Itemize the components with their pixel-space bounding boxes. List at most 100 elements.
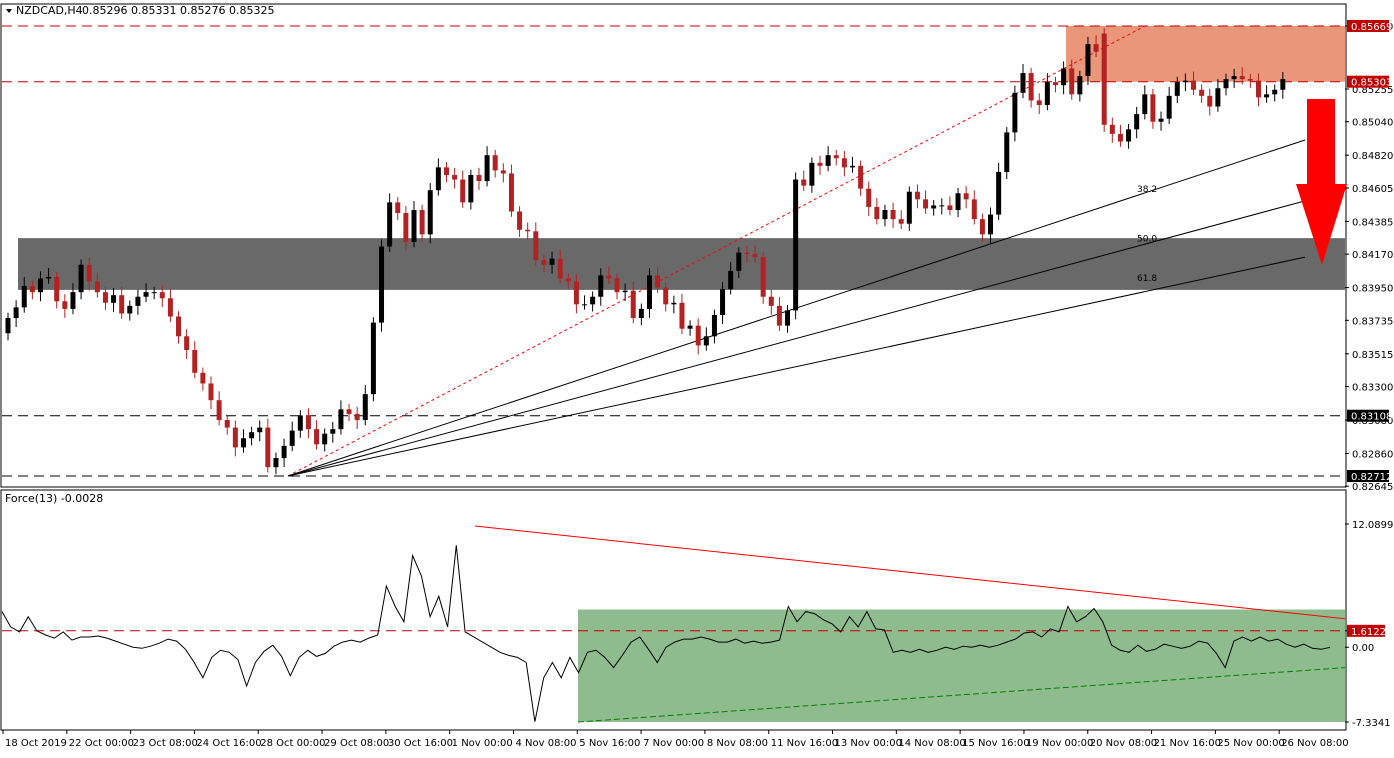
fib-label: 38.2	[1137, 185, 1157, 195]
candle-body	[841, 158, 847, 168]
candle-body	[452, 174, 458, 180]
candle-body	[322, 433, 328, 445]
x-tick-label: 21 Nov 16:00	[1154, 738, 1221, 749]
x-tick-label: 28 Oct 00:00	[260, 738, 325, 749]
candle-body	[119, 295, 125, 314]
candle-body	[78, 264, 84, 293]
level-tag-label: 0.82712	[1351, 472, 1392, 483]
candle-body	[419, 209, 425, 235]
level-tag-label: 0.85303	[1351, 78, 1392, 89]
candle-body	[127, 305, 133, 314]
candle-body	[314, 429, 320, 445]
candle-body	[273, 458, 279, 468]
candle-body	[923, 199, 929, 209]
y-tick-label: 0.83950	[1352, 284, 1393, 295]
level-tag-label: 0.85669	[1351, 22, 1392, 33]
y-tick-label: 0.83300	[1352, 383, 1393, 394]
candle-body	[809, 162, 815, 186]
candle-body	[232, 427, 238, 448]
candle-body	[1101, 33, 1107, 125]
candle-body	[1036, 100, 1042, 105]
indicator-level-tag	[1347, 624, 1385, 637]
candle-body	[614, 278, 620, 293]
y-tick-label: 0.82860	[1352, 449, 1393, 460]
candle-body	[849, 165, 855, 168]
candle-body	[330, 429, 336, 434]
candle-body	[338, 409, 344, 430]
candle-body	[517, 211, 523, 230]
candle-body	[606, 275, 612, 279]
fib-fan-baseline	[287, 25, 1146, 477]
candle-body	[630, 290, 636, 319]
candle-body	[370, 322, 376, 395]
x-tick-label: 18 Oct 2019	[5, 738, 67, 749]
candle-body	[1142, 94, 1148, 115]
candle-body	[1117, 133, 1123, 142]
candle-body	[395, 202, 401, 214]
candle-body	[1150, 94, 1156, 122]
indicator-y-tick-label: -7.3341	[1352, 718, 1391, 729]
candle-body	[289, 430, 295, 446]
level-tag	[1347, 20, 1389, 32]
candle-body	[1004, 132, 1010, 172]
price-panel-frame	[0, 3, 1347, 488]
candle-body	[468, 174, 474, 203]
candle-body	[281, 445, 287, 459]
candle-body	[598, 275, 604, 297]
x-tick-label: 7 Nov 00:00	[643, 738, 704, 749]
candle-body	[1077, 76, 1083, 95]
candle-body	[159, 292, 165, 299]
candle-body	[62, 301, 68, 309]
candle-body	[1166, 95, 1172, 119]
candle-body	[476, 174, 482, 182]
candle-body	[785, 310, 791, 326]
support-zone	[18, 238, 1345, 290]
candle-body	[573, 281, 579, 305]
candle-body	[200, 372, 206, 384]
level-tag	[1347, 75, 1389, 88]
candle-body	[151, 292, 157, 294]
arrow-shaft	[1307, 99, 1335, 184]
candle-body	[216, 400, 222, 420]
x-tick-label: 4 Nov 08:00	[515, 738, 576, 749]
candle-body	[914, 191, 920, 200]
dropdown-triangle-icon[interactable]	[6, 9, 12, 13]
candle-body	[70, 292, 76, 309]
candle-body	[403, 213, 409, 242]
candle-body	[776, 305, 782, 326]
indicator-panel-frame	[0, 489, 1347, 731]
level-tag	[1347, 470, 1389, 482]
x-tick-label: 19 Nov 00:00	[1026, 738, 1093, 749]
candle-body	[906, 191, 912, 224]
candle-body	[549, 258, 555, 265]
candle-body	[492, 155, 498, 171]
y-tick-label: 0.85040	[1352, 118, 1393, 129]
x-tick-label: 26 Nov 08:00	[1281, 738, 1348, 749]
candle-body	[192, 349, 198, 373]
candle-body	[102, 292, 108, 303]
candle-body	[793, 179, 799, 311]
x-tick-label: 15 Nov 16:00	[962, 738, 1029, 749]
candle-body	[379, 246, 385, 323]
candle-body	[37, 278, 43, 293]
candle-body	[13, 307, 19, 319]
candle-body	[1264, 94, 1270, 98]
candle-body	[711, 314, 717, 337]
candle-body	[427, 190, 433, 235]
candle-body	[1052, 82, 1058, 86]
candle-body	[963, 193, 969, 200]
indicator-trendline-green	[577, 667, 1346, 723]
candle-body	[1199, 89, 1205, 96]
candle-body	[622, 290, 628, 293]
candle-body	[484, 155, 490, 182]
candle-body	[1061, 68, 1067, 86]
y-tick-label: 0.84385	[1352, 217, 1393, 228]
candle-body	[208, 383, 214, 401]
indicator-y-tick-label: 0.00	[1352, 643, 1374, 654]
y-tick-label: 0.83735	[1352, 316, 1393, 327]
candle-body	[1044, 82, 1050, 105]
candle-body	[988, 214, 994, 235]
candle-body	[54, 276, 60, 302]
indicator-y-tick-label: 12.0899	[1352, 520, 1393, 531]
